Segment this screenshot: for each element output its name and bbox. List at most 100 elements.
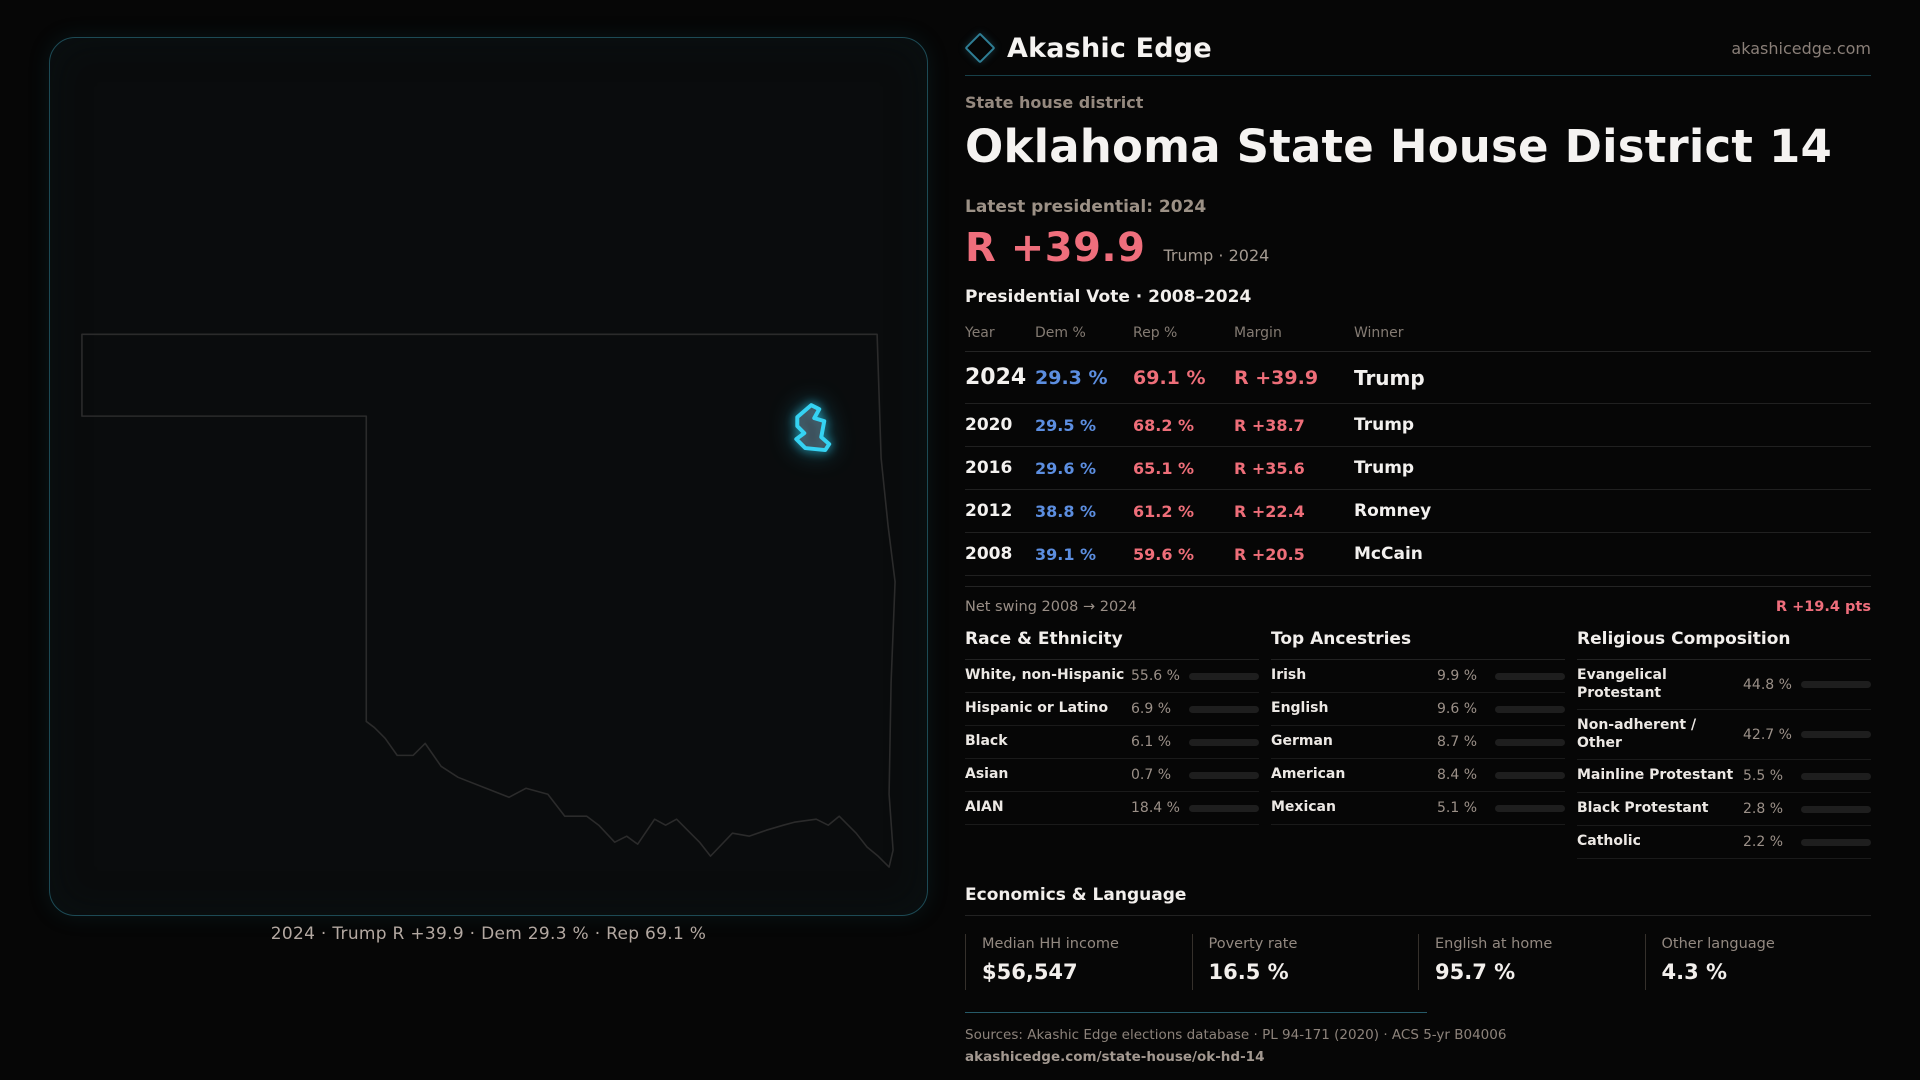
demo-bar (1495, 738, 1565, 746)
demo-row: German 8.7 % (1271, 726, 1565, 759)
winner-cell: McCain (1354, 544, 1423, 564)
year-cell: 2008 (965, 544, 1013, 564)
demo-bar (1189, 672, 1259, 680)
dem-cell: 29.6 % (1035, 458, 1097, 478)
demo-row: Catholic 2.2 % (1577, 826, 1871, 859)
stat-median-income: Median HH income $56,547 (965, 934, 1192, 990)
oklahoma-map (81, 333, 896, 868)
presidential-vote-table: Year Dem % Rep % Margin Winner 2024 29.3… (965, 321, 1871, 576)
demo-bar (1495, 771, 1565, 779)
top-ancestries-column: Top Ancestries Irish 9.9 % English 9.6 %… (1271, 629, 1565, 825)
district-map-card (49, 37, 928, 916)
vote-row-2024: 2024 29.3 % 69.1 % R +39.9 Trump (965, 352, 1871, 404)
section-title: Race & Ethnicity (965, 629, 1259, 660)
demo-bar (1801, 731, 1871, 738)
demo-value: 42.7 % (1743, 726, 1792, 743)
rep-cell: 61.2 % (1133, 501, 1195, 521)
winner-cell: Romney (1354, 501, 1432, 521)
demo-value: 6.9 % (1131, 701, 1172, 717)
demo-bar (1189, 738, 1259, 746)
demo-value: 6.1 % (1131, 734, 1172, 750)
demo-row: Asian 0.7 % (965, 759, 1259, 792)
demo-bar (1801, 838, 1871, 846)
stat-value: 4.3 % (1661, 960, 1728, 984)
demo-label: Non-adherent / Other (1577, 717, 1697, 751)
demo-row: White, non-Hispanic 55.6 % (965, 660, 1259, 693)
stat-english-at-home: English at home 95.7 % (1418, 934, 1645, 990)
winner-cell: Trump (1354, 415, 1415, 435)
sources-text: Sources: Akashic Edge elections database… (965, 1027, 1507, 1043)
demo-label: Black Protestant (1577, 800, 1709, 817)
winner-cell: Trump (1354, 365, 1425, 390)
state-outline (81, 333, 896, 868)
demo-row: Non-adherent / Other 42.7 % (1577, 710, 1871, 760)
vote-table-title: Presidential Vote · 2008–2024 (965, 287, 1252, 307)
demo-row: Mexican 5.1 % (1271, 792, 1565, 825)
demo-row: Irish 9.9 % (1271, 660, 1565, 693)
religious-composition-column: Religious Composition Evangelical Protes… (1577, 629, 1871, 859)
demo-bar (1495, 804, 1565, 812)
demo-value: 5.1 % (1437, 800, 1478, 816)
demo-label: Catholic (1577, 833, 1641, 850)
vote-row-2020: 2020 29.5 % 68.2 % R +38.7 Trump (965, 404, 1871, 447)
demo-value: 0.7 % (1131, 767, 1172, 783)
dem-cell: 29.5 % (1035, 415, 1097, 435)
permalink[interactable]: akashicedge.com/state-house/ok-hd-14 (965, 1049, 1265, 1065)
economics-title: Economics & Language (965, 885, 1871, 916)
stat-value: 95.7 % (1435, 960, 1516, 984)
demo-row: American 8.4 % (1271, 759, 1565, 792)
rep-cell: 59.6 % (1133, 544, 1195, 564)
demo-value: 55.6 % (1131, 668, 1180, 684)
year-cell: 2024 (965, 365, 1027, 390)
vote-table-header: Year Dem % Rep % Margin Winner (965, 321, 1871, 352)
demographics-section: Race & Ethnicity White, non-Hispanic 55.… (965, 629, 1871, 859)
header: Akashic Edge akashicedge.com (964, 26, 1871, 70)
demo-label: AIAN (965, 799, 1004, 816)
year-cell: 2012 (965, 501, 1013, 521)
demo-bar (1189, 705, 1259, 713)
demo-value: 9.6 % (1437, 701, 1478, 717)
demo-row: English 9.6 % (1271, 693, 1565, 726)
demo-row: Mainline Protestant 5.5 % (1577, 760, 1871, 793)
demo-label: Mainline Protestant (1577, 767, 1734, 784)
demo-bar (1801, 805, 1871, 813)
margin-cell: R +35.6 (1234, 458, 1305, 478)
demo-bar (1801, 772, 1871, 780)
brand-domain-link[interactable]: akashicedge.com (1731, 38, 1871, 58)
demo-value: 2.8 % (1743, 801, 1784, 817)
demo-bar (1495, 705, 1565, 713)
net-swing-label: Net swing 2008 → 2024 (965, 599, 1137, 615)
section-title: Religious Composition (1577, 629, 1871, 660)
stat-label: Other language (1661, 936, 1775, 952)
demo-value: 8.7 % (1437, 734, 1478, 750)
demo-row: AIAN 18.4 % (965, 792, 1259, 825)
net-swing-row: Net swing 2008 → 2024 R +19.4 pts (965, 586, 1871, 615)
section-title: Top Ancestries (1271, 629, 1565, 660)
year-cell: 2020 (965, 415, 1013, 435)
demo-value: 44.8 % (1743, 676, 1792, 693)
demo-bar (1189, 804, 1259, 812)
demo-label: Evangelical Protestant (1577, 667, 1667, 701)
demo-value: 18.4 % (1131, 800, 1180, 816)
demo-value: 9.9 % (1437, 668, 1478, 684)
stat-label: Poverty rate (1208, 936, 1298, 952)
dem-cell: 38.8 % (1035, 501, 1097, 521)
latest-presidential-label: Latest presidential: 2024 (965, 197, 1207, 217)
map-district-highlight[interactable] (794, 403, 832, 453)
demo-value: 5.5 % (1743, 768, 1784, 784)
demo-label: German (1271, 733, 1333, 750)
headline-margin-value: R +39.9 (965, 225, 1146, 271)
stat-value: $56,547 (982, 960, 1078, 984)
economics-stats: Median HH income $56,547 Poverty rate 16… (965, 934, 1871, 990)
demo-row: Evangelical Protestant 44.8 % (1577, 660, 1871, 710)
demo-bar (1189, 771, 1259, 779)
demo-value: 2.2 % (1743, 834, 1784, 850)
col-dem: Dem % (1035, 325, 1086, 341)
demo-label: Black (965, 733, 1008, 750)
brand-name: Akashic Edge (1007, 32, 1212, 64)
demo-label: Hispanic or Latino (965, 700, 1109, 717)
demo-bar (1801, 681, 1871, 688)
stat-label: Median HH income (982, 936, 1119, 952)
winner-cell: Trump (1354, 458, 1415, 478)
